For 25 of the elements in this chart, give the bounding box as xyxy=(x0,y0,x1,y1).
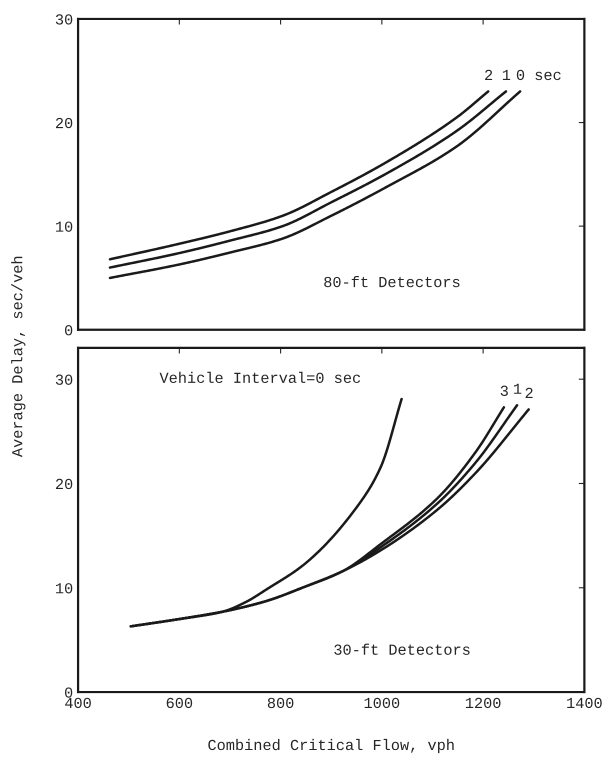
x-tick-label: 400 xyxy=(65,698,91,708)
y-tick-label: 30 xyxy=(56,374,72,385)
series-label: 2 xyxy=(485,70,492,80)
x-tick-label: 800 xyxy=(268,698,294,708)
series-label: 2 xyxy=(526,388,533,398)
series-label: 0 sec xyxy=(516,70,561,80)
y-tick-label: 30 xyxy=(56,14,72,25)
x-tick-label: 1400 xyxy=(567,698,602,708)
annotation: 30-ft Detectors xyxy=(334,644,470,655)
annotation: Vehicle Interval=0 sec xyxy=(160,372,360,383)
x-axis-title: Combined Critical Flow, vph xyxy=(208,738,454,754)
y-axis-title: Average Delay, sec/veh xyxy=(11,256,26,458)
annotation: 80-ft Detectors xyxy=(324,276,460,288)
x-tick-label: 600 xyxy=(166,698,192,708)
y-tick-label: 0 xyxy=(64,325,72,336)
y-tick-label: 10 xyxy=(56,221,72,232)
series-label: 1 xyxy=(514,384,522,394)
x-tick-label: 1000 xyxy=(364,698,400,708)
y-tick-label: 0 xyxy=(64,687,72,698)
series-label: 1 xyxy=(502,70,510,80)
x-tick-label: 1200 xyxy=(466,698,501,708)
y-tick-label: 20 xyxy=(56,478,72,490)
y-tick-label: 10 xyxy=(56,583,72,594)
y-tick-label: 20 xyxy=(56,118,72,128)
series-label: 3 xyxy=(500,386,508,396)
